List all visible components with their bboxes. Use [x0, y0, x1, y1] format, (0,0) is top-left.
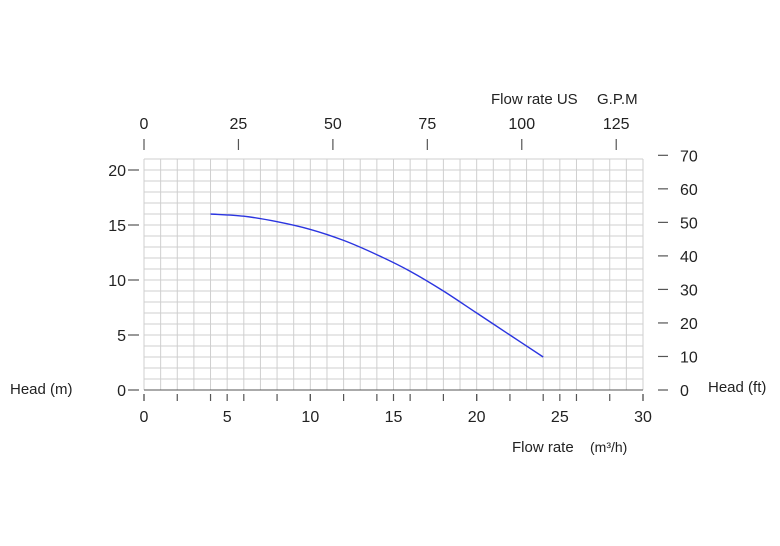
- y-left-tick-label: 15: [108, 218, 126, 235]
- y-axis-right-title: Head (ft): [708, 379, 766, 396]
- top-tick-label: 75: [418, 116, 436, 133]
- x-tick-label: 25: [551, 409, 569, 426]
- right-tick-label: 20: [680, 316, 698, 333]
- series-line-pump-curve: [210, 213, 544, 358]
- x-axis-title: Flow rate: [512, 439, 574, 456]
- right-tick-label: 60: [680, 182, 698, 199]
- top-tick-label: 25: [230, 116, 248, 133]
- x-tick-label: 20: [468, 409, 486, 426]
- top-tick-label: 50: [324, 116, 342, 133]
- top-tick-label: 0: [140, 116, 149, 133]
- x-tick-label: 30: [634, 409, 652, 426]
- top-tick-label: 100: [508, 116, 535, 133]
- y-left-tick-label: 20: [108, 163, 126, 180]
- tick-marks: [128, 139, 668, 401]
- top-axis-unit: G.P.M: [597, 91, 638, 108]
- right-tick-label: 30: [680, 282, 698, 299]
- plot-grid: [143, 158, 644, 391]
- right-tick-label: 40: [680, 249, 698, 266]
- y-axis-left-title: Head (m): [10, 381, 73, 398]
- top-axis-title: Flow rate US: [491, 91, 578, 108]
- right-tick-label: 0: [680, 383, 689, 400]
- x-tick-label: 15: [385, 409, 403, 426]
- x-axis-unit: (m³/h): [590, 439, 627, 455]
- series-layer: [210, 213, 544, 358]
- right-tick-label: 10: [680, 349, 698, 366]
- right-tick-label: 50: [680, 215, 698, 232]
- x-tick-label: 10: [301, 409, 319, 426]
- top-tick-label: 125: [603, 116, 630, 133]
- right-tick-label: 70: [680, 148, 698, 165]
- y-left-tick-label: 5: [117, 328, 126, 345]
- x-tick-label: 0: [140, 409, 149, 426]
- y-left-tick-label: 0: [117, 383, 126, 400]
- x-tick-label: 5: [223, 409, 232, 426]
- tick-labels: 0 5 10 15 20 25 30 0 5 10 15 20 0 25 50 75 100 125 0 10 20 30…: [108, 116, 698, 426]
- y-left-tick-label: 10: [108, 273, 126, 290]
